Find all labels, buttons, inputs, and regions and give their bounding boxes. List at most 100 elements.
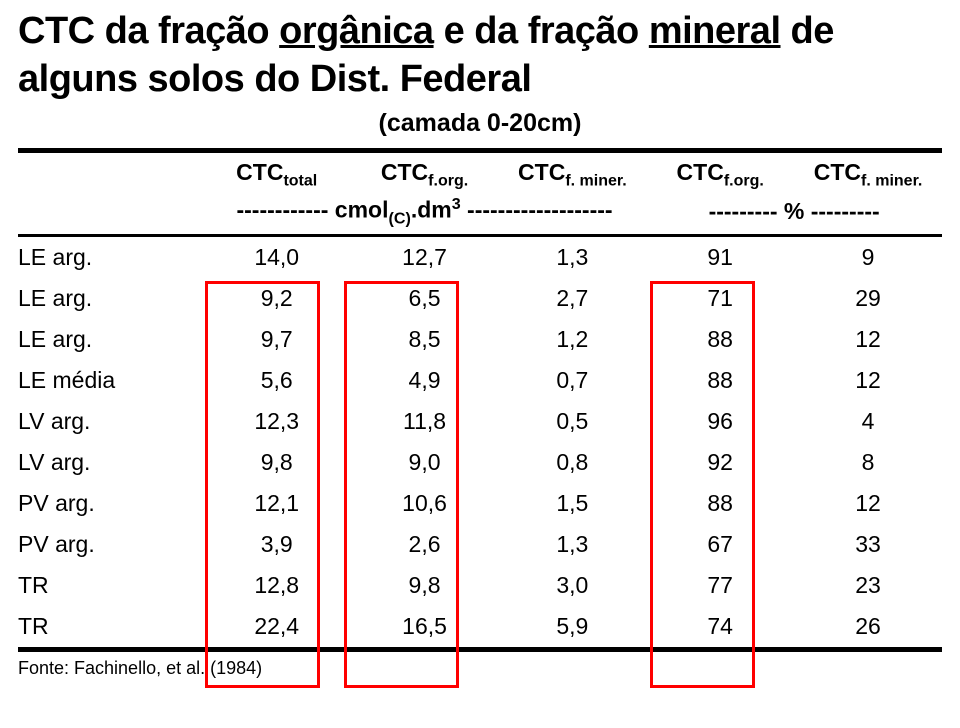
table-cell: 9,7	[203, 319, 351, 360]
table-cell: 29	[794, 278, 942, 319]
footnote: Fonte: Fachinello, et al. (1984)	[18, 658, 942, 679]
table-cell: 12	[794, 360, 942, 401]
title-part-3: e da fração	[434, 10, 649, 52]
table-cell: 6,5	[351, 278, 499, 319]
table-cell: 9,8	[203, 442, 351, 483]
table-cell: LE média	[18, 360, 203, 401]
table-cell: 14,0	[203, 235, 351, 278]
table-cell: 3,9	[203, 524, 351, 565]
header-row: CTCtotal CTCf.org. CTCf. miner. CTCf.org…	[18, 151, 942, 195]
table-cell: 9,8	[351, 565, 499, 606]
header-col3-sub: f.org.	[428, 173, 468, 190]
header-col2: CTCtotal	[203, 151, 351, 195]
header-col2-sub: total	[283, 173, 317, 190]
page-title: CTC da fração orgânica e da fração miner…	[18, 8, 942, 103]
unit-left-3: -------------------	[461, 196, 613, 222]
table-row: TR12,89,83,07723	[18, 565, 942, 606]
header-col4: CTCf. miner.	[498, 151, 646, 195]
header-label	[18, 151, 203, 195]
table-cell: 71	[646, 278, 794, 319]
subtitle: (camada 0-20cm)	[18, 109, 942, 138]
table-cell: 77	[646, 565, 794, 606]
header-col4-sub: f. miner.	[565, 173, 626, 190]
table-cell: 8	[794, 442, 942, 483]
table-row: LE arg.14,012,71,3919	[18, 235, 942, 278]
table-cell: 8,5	[351, 319, 499, 360]
header-col5: CTCf.org.	[646, 151, 794, 195]
table-cell: 4	[794, 401, 942, 442]
table-cell: 92	[646, 442, 794, 483]
table-row: TR22,416,55,97426	[18, 606, 942, 650]
table-cell: 4,9	[351, 360, 499, 401]
table-row: LV arg.9,89,00,8928	[18, 442, 942, 483]
table-cell: 12,8	[203, 565, 351, 606]
table-cell: 74	[646, 606, 794, 650]
title-underline-1: orgânica	[279, 10, 433, 52]
header-col2-main: CTC	[236, 159, 283, 185]
header-col6: CTCf. miner.	[794, 151, 942, 195]
table-cell: 3,0	[498, 565, 646, 606]
table-cell: 12	[794, 319, 942, 360]
header-col3-main: CTC	[381, 159, 428, 185]
table-cell: LE arg.	[18, 235, 203, 278]
data-table: CTCtotal CTCf.org. CTCf. miner. CTCf.org…	[18, 148, 942, 652]
table-cell: TR	[18, 565, 203, 606]
table-cell: 88	[646, 483, 794, 524]
title-underline-2: mineral	[649, 10, 781, 52]
table-cell: 9,2	[203, 278, 351, 319]
table-cell: 1,3	[498, 524, 646, 565]
table-cell: 88	[646, 360, 794, 401]
table-cell: 5,9	[498, 606, 646, 650]
header-col6-sub: f. miner.	[861, 173, 922, 190]
header-col5-sub: f.org.	[724, 173, 764, 190]
table-cell: 33	[794, 524, 942, 565]
table-cell: PV arg.	[18, 524, 203, 565]
table-cell: LV arg.	[18, 401, 203, 442]
table-cell: 12,3	[203, 401, 351, 442]
table-cell: 23	[794, 565, 942, 606]
unit-row: ------------ cmol(C).dm3 ---------------…	[18, 195, 942, 236]
table-cell: LE arg.	[18, 319, 203, 360]
table-row: PV arg.3,92,61,36733	[18, 524, 942, 565]
table-cell: 10,6	[351, 483, 499, 524]
table-cell: 67	[646, 524, 794, 565]
unit-left: ------------ cmol(C).dm3 ---------------…	[203, 195, 646, 236]
unit-left-sup: 3	[452, 195, 461, 213]
table-cell: 1,2	[498, 319, 646, 360]
header-col4-main: CTC	[518, 159, 565, 185]
table-cell: 96	[646, 401, 794, 442]
unit-left-2: .dm	[411, 196, 452, 222]
table-cell: 0,7	[498, 360, 646, 401]
title-part-1: CTC da fração	[18, 10, 279, 52]
table-cell: 11,8	[351, 401, 499, 442]
unit-left-1: ------------ cmol	[236, 196, 388, 222]
table-cell: LE arg.	[18, 278, 203, 319]
unit-right: --------- % ---------	[646, 195, 942, 236]
table-cell: 5,6	[203, 360, 351, 401]
table-cell: 91	[646, 235, 794, 278]
table-cell: 9	[794, 235, 942, 278]
table-row: LE arg.9,26,52,77129	[18, 278, 942, 319]
table-cell: TR	[18, 606, 203, 650]
table-cell: LV arg.	[18, 442, 203, 483]
table-cell: 22,4	[203, 606, 351, 650]
table-cell: 12,1	[203, 483, 351, 524]
table-cell: 1,5	[498, 483, 646, 524]
table-row: LE arg.9,78,51,28812	[18, 319, 942, 360]
table-cell: 12,7	[351, 235, 499, 278]
table-row: LV arg.12,311,80,5964	[18, 401, 942, 442]
table-cell: 2,6	[351, 524, 499, 565]
unit-left-sub: (C)	[388, 209, 410, 227]
table-cell: 88	[646, 319, 794, 360]
table-cell: 16,5	[351, 606, 499, 650]
table-cell: 2,7	[498, 278, 646, 319]
header-col6-main: CTC	[814, 159, 861, 185]
table-cell: 9,0	[351, 442, 499, 483]
table-row: PV arg.12,110,61,58812	[18, 483, 942, 524]
table-cell: 12	[794, 483, 942, 524]
table-row: LE média5,64,90,78812	[18, 360, 942, 401]
table-cell: 26	[794, 606, 942, 650]
table-cell: 0,8	[498, 442, 646, 483]
table-cell: PV arg.	[18, 483, 203, 524]
header-col5-main: CTC	[677, 159, 724, 185]
